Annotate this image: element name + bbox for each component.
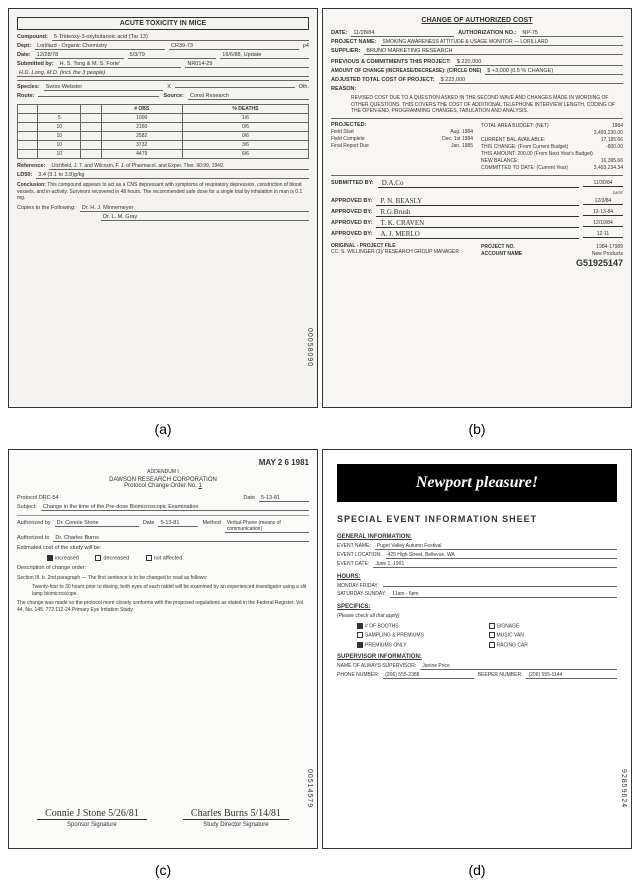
title-b: CHANGE OF AUTHORIZED COST: [331, 17, 623, 24]
chk-premiums: [357, 642, 363, 648]
sheet-title: SPECIAL EVENT INFORMATION SHEET: [337, 514, 617, 524]
caption-d: (d): [322, 854, 632, 886]
dept: Lorillard - Organic Chemistry: [35, 43, 165, 50]
chk-racing: [489, 642, 495, 648]
checkbox-increased: [47, 555, 53, 561]
sponsor-signature: Connie J Stone 5/26/81 Sponsor Signature: [37, 808, 147, 828]
chk-signage: [489, 623, 495, 629]
data-table: # OBS% DEATHS 510001/6 1021600/6 1025820…: [17, 104, 309, 159]
doc-number: G51925147: [481, 258, 623, 268]
document-a: ACUTE TOXICITY IN MICE Compound:5-Trideo…: [8, 8, 318, 408]
newport-banner: Newport pleasure!: [337, 464, 617, 502]
doc-number: 00058090: [306, 328, 313, 367]
doc-number: 00514579: [306, 769, 313, 808]
document-d: Newport pleasure! SPECIAL EVENT INFORMAT…: [322, 449, 632, 849]
caption-c: (c): [8, 854, 318, 886]
checkbox-notaffected: [146, 555, 152, 561]
date-stamp: MAY 2 6 1981: [17, 458, 309, 467]
chk-sampling: [357, 632, 363, 638]
director-signature: Charles Burns 5/14/81 Study Director Sig…: [183, 808, 289, 828]
chk-musicvan: [489, 632, 495, 638]
caption-b: (b): [322, 413, 632, 445]
compound: 5-Trideoxy-3-oxybutanoic acid (Tar 13): [52, 34, 309, 41]
doc-number: 92859624: [620, 769, 627, 808]
checkbox-decreased: [95, 555, 101, 561]
document-b: CHANGE OF AUTHORIZED COST DATE:11/28/84A…: [322, 8, 632, 408]
caption-a: (a): [8, 413, 318, 445]
chk-booths: [357, 623, 363, 629]
document-c: MAY 2 6 1981 ADDENDUM I DAWSON RESEARCH …: [8, 449, 318, 849]
title-a: ACUTE TOXICITY IN MICE: [17, 17, 309, 30]
